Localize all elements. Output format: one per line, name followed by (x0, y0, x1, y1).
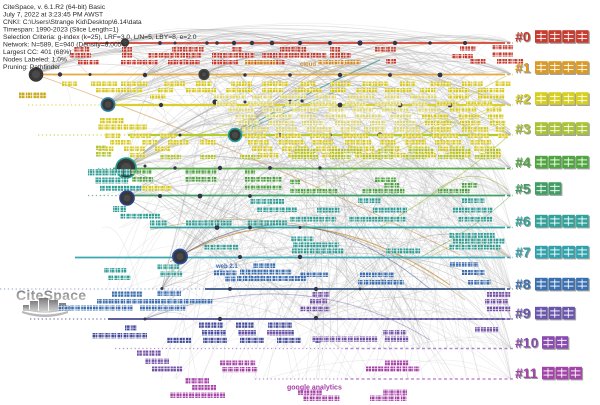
svg-text:#7: #7 (515, 244, 531, 260)
svg-text:Pruning: Pathfinder: Pruning: Pathfinder (3, 64, 61, 71)
svg-text:#0: #0 (516, 30, 532, 46)
svg-text:#1: #1 (515, 60, 531, 76)
svg-text:#8: #8 (516, 277, 532, 293)
svg-text:Network: N=589, E=940 (Density: Network: N=589, E=940 (Density=0.0054) (3, 42, 127, 49)
svg-text:#2: #2 (515, 91, 531, 107)
svg-text:web 2.1: web 2.1 (215, 264, 238, 270)
svg-text:cloud: cloud (300, 62, 316, 68)
svg-text:#0: #0 (515, 29, 531, 45)
svg-text:#6: #6 (516, 214, 532, 230)
svg-text:#6: #6 (515, 213, 531, 229)
svg-text:CiteSpace, v. 6.1.R2 (64-bit): CiteSpace, v. 6.1.R2 (64-bit) Basic (3, 4, 106, 11)
svg-text:Nodes Labeled: 1.0%: Nodes Labeled: 1.0% (3, 57, 67, 64)
svg-text:#10: #10 (515, 335, 539, 351)
svg-text:#4: #4 (516, 155, 532, 171)
svg-text:#3: #3 (516, 122, 532, 138)
svg-text:#7: #7 (516, 245, 532, 261)
svg-text:#11: #11 (515, 365, 538, 381)
svg-text:CNKI: C:\Users\Strange Kid\Des: CNKI: C:\Users\Strange Kid\Desktop\6.14\… (3, 19, 142, 26)
svg-text:#10: #10 (516, 336, 540, 352)
svg-text:#9: #9 (515, 305, 531, 321)
svg-text:#11: #11 (516, 366, 539, 382)
svg-text:July 7, 2022 at 3:23:45 PM AWS: July 7, 2022 at 3:23:45 PM AWST (3, 12, 103, 19)
svg-text:#2: #2 (516, 92, 532, 108)
svg-text:#5: #5 (515, 181, 531, 197)
svg-text:Largest CC: 401 (68%): Largest CC: 401 (68%) (3, 49, 71, 56)
svg-text:#3: #3 (515, 121, 531, 137)
svg-text:#9: #9 (516, 306, 532, 322)
svg-text:#5: #5 (516, 182, 532, 198)
svg-text:Timespan: 1990-2023 (Slice Len: Timespan: 1990-2023 (Slice Length=1) (3, 27, 119, 34)
svg-text:#4: #4 (515, 154, 531, 170)
svg-text:Selection Criteria: g-index (k: Selection Criteria: g-index (k=25), LRF=… (3, 34, 197, 41)
svg-text:google analytics: google analytics (287, 385, 342, 392)
svg-text:#1: #1 (516, 61, 532, 77)
svg-text:CiteSpace: CiteSpace (16, 287, 86, 303)
svg-text:#8: #8 (515, 276, 531, 292)
